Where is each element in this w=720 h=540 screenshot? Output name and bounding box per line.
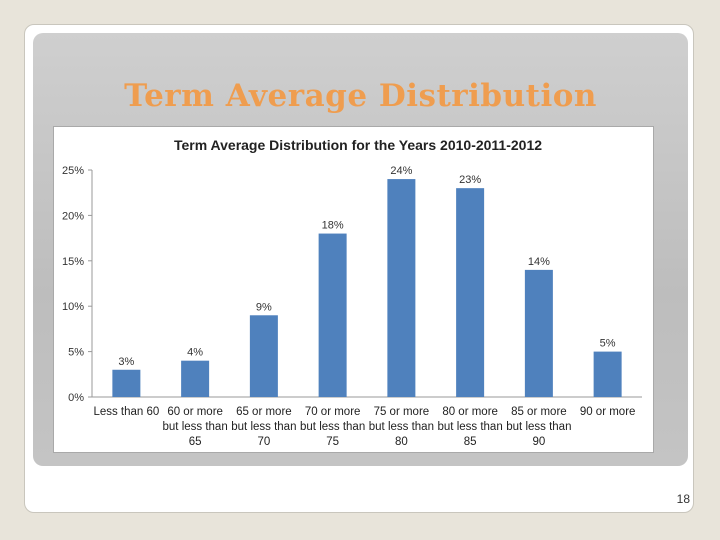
x-tick-label: but less than [163, 421, 228, 433]
y-tick-label: 10% [62, 301, 84, 313]
y-tick-label: 20% [62, 210, 84, 222]
bar [593, 351, 622, 397]
x-tick-label: but less than [438, 421, 503, 433]
x-tick-label: 90 or more [580, 406, 636, 418]
x-tick-label: 85 [464, 436, 477, 448]
x-tick-label: 80 or more [442, 406, 498, 418]
bar [249, 315, 278, 397]
data-label: 4% [187, 347, 203, 359]
x-tick-label: 80 [395, 436, 408, 448]
x-tick-label: 70 [257, 436, 270, 448]
y-tick-label: 0% [68, 392, 84, 404]
x-tick-label: 75 [326, 436, 339, 448]
y-axis-ticks: 0% 5% 10% 15% 20% 25% [62, 165, 92, 404]
x-tick-label: 90 [532, 436, 545, 448]
y-tick-label: 25% [62, 165, 84, 177]
x-tick-label: 65 [189, 436, 202, 448]
x-tick-label: but less than [231, 421, 296, 433]
x-tick-label: Less than 60 [93, 406, 159, 418]
chart-container [53, 126, 654, 453]
bar [456, 188, 485, 397]
data-label: 3% [118, 356, 134, 368]
bar [181, 360, 210, 397]
slide-title: Term Average Distribution [124, 78, 597, 114]
x-tick-label: 70 or more [305, 406, 361, 418]
x-tick-label: 65 or more [236, 406, 292, 418]
x-axis-labels: Less than 60 60 or more but less than 65 65 … [93, 406, 635, 448]
y-tick-label: 15% [62, 256, 84, 268]
bar [387, 179, 416, 397]
data-labels: 3% 4% 9% 18% 24% 23% 14% 5% [118, 165, 615, 368]
data-label: 24% [390, 165, 412, 177]
bar [112, 369, 141, 397]
data-label: 23% [459, 174, 481, 186]
x-tick-label: but less than [369, 421, 434, 433]
data-label: 14% [528, 256, 550, 268]
data-label: 9% [256, 301, 272, 313]
x-tick-label: but less than [506, 421, 571, 433]
bar [318, 233, 347, 397]
bars [112, 179, 622, 397]
x-tick-label: 60 or more [167, 406, 223, 418]
x-tick-label: 75 or more [374, 406, 430, 418]
x-tick-label: 85 or more [511, 406, 567, 418]
data-label: 18% [322, 220, 344, 232]
data-label: 5% [600, 338, 616, 350]
page-number: 18 [676, 492, 690, 506]
chart-title: Term Average Distribution for the Years … [173, 137, 543, 153]
bar [524, 269, 553, 397]
y-tick-label: 5% [68, 347, 84, 359]
x-tick-label: but less than [300, 421, 365, 433]
